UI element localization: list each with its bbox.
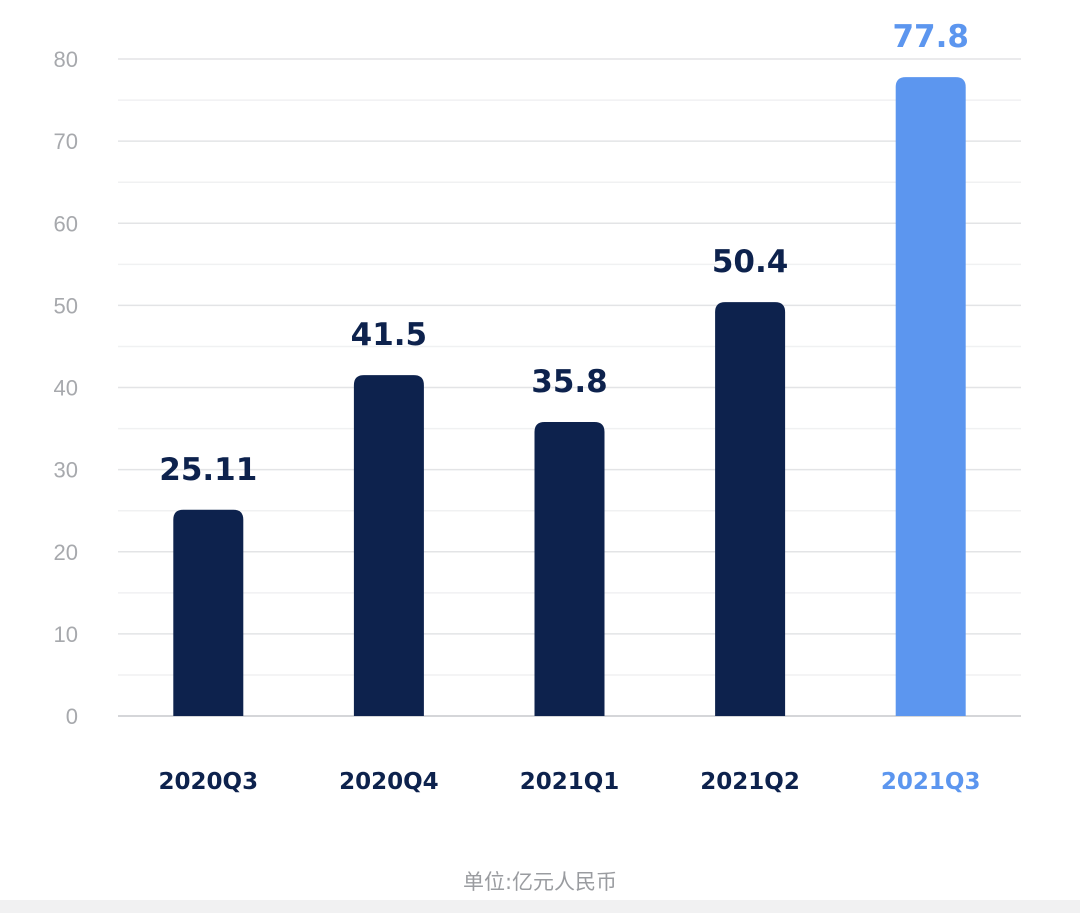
value-label-2020Q4: 41.5: [351, 317, 428, 353]
value-label-2020Q3: 25.11: [159, 452, 257, 488]
x-tick-label-2020Q4: 2020Q4: [339, 769, 439, 795]
unit-note: 单位:亿元人民币: [462, 870, 618, 894]
x-tick-label-2020Q3: 2020Q3: [159, 769, 259, 795]
value-label-2021Q3: 77.8: [892, 19, 969, 55]
x-axis-labels: 2020Q3 2020Q4 2021Q1 2021Q2 2021Q3: [159, 769, 981, 795]
y-tick-label: 70: [54, 129, 78, 154]
bottom-bar: [0, 900, 1080, 913]
y-tick-label: 40: [54, 376, 78, 401]
y-axis-ticks: 0 10 20 30 40 50 60 70 80: [54, 47, 78, 729]
y-tick-label: 10: [54, 622, 78, 647]
bar-2020Q3: [173, 509, 244, 716]
x-tick-label-2021Q3: 2021Q3: [881, 769, 981, 795]
value-label-2021Q1: 35.8: [531, 364, 608, 400]
y-tick-label: 60: [54, 211, 78, 236]
x-tick-label-2021Q2: 2021Q2: [700, 769, 800, 795]
bar-2021Q2: [715, 302, 786, 716]
y-tick-label: 20: [54, 540, 78, 565]
grid-lines: [118, 58, 1021, 717]
y-tick-label: 80: [54, 47, 78, 72]
y-tick-label: 0: [66, 704, 78, 729]
bars: [173, 77, 966, 716]
y-tick-label: 30: [54, 458, 78, 483]
value-labels: 25.11 41.5 35.8 50.4 77.8: [159, 19, 969, 488]
value-label-2021Q2: 50.4: [712, 244, 789, 280]
bar-2021Q3: [895, 77, 966, 716]
x-tick-label-2021Q1: 2021Q1: [520, 769, 620, 795]
bar-2021Q1: [534, 421, 605, 716]
bar-2020Q4: [353, 375, 424, 716]
y-tick-label: 50: [54, 293, 78, 318]
